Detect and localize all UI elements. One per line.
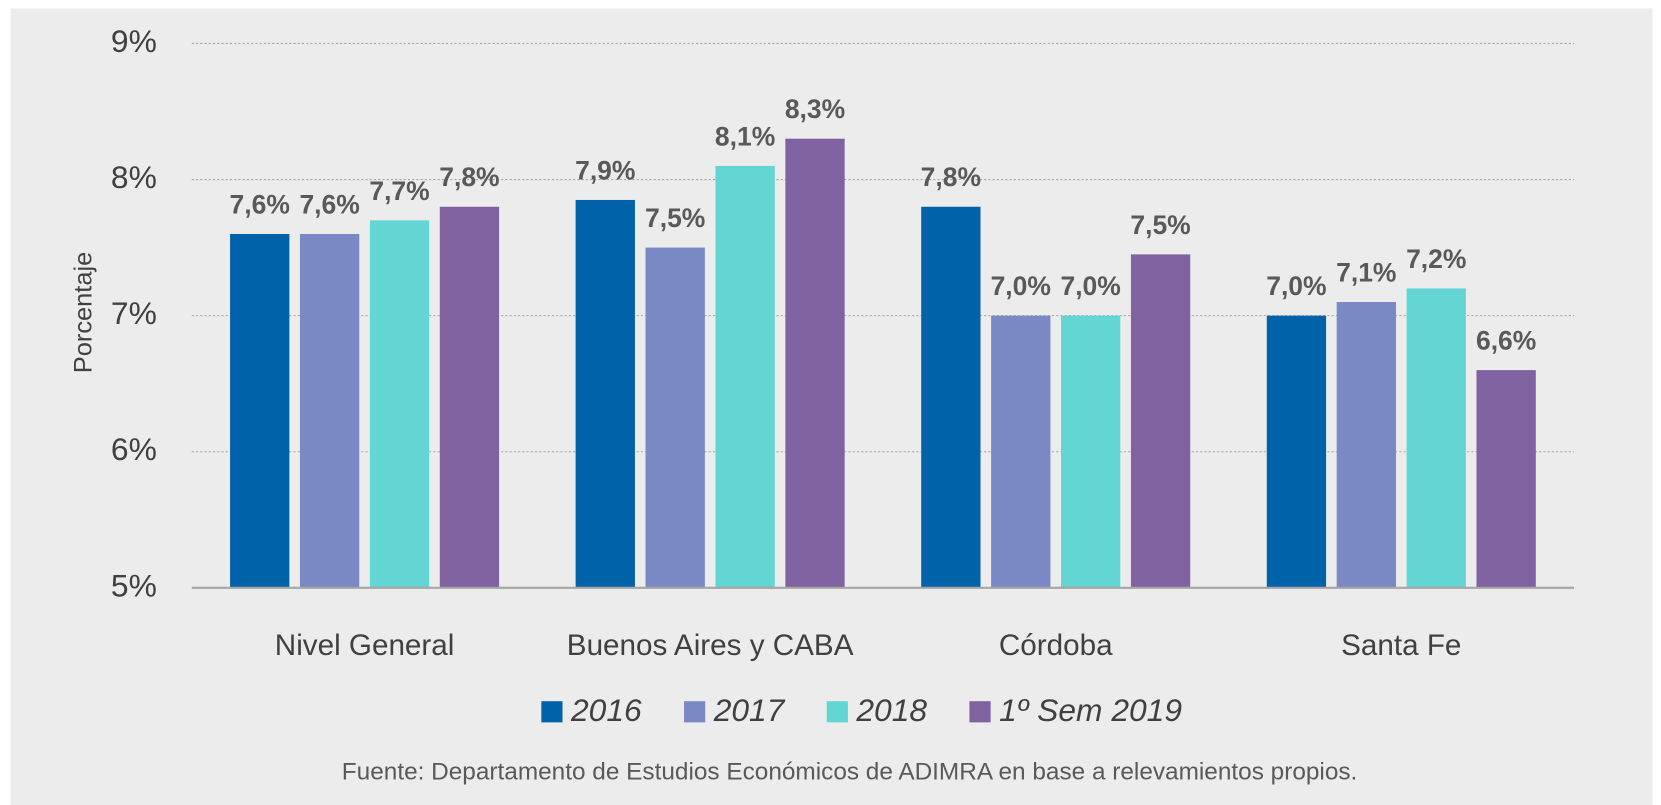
value-label: 7,5% <box>1130 210 1190 240</box>
bar <box>1130 254 1191 588</box>
bar <box>230 233 290 588</box>
source-note: Fuente: Departamento de Estudios Económi… <box>342 759 1358 786</box>
legend-swatch <box>684 701 706 723</box>
bar <box>921 206 981 588</box>
value-label: 7,7% <box>369 176 429 206</box>
value-label: 7,1% <box>1336 257 1396 287</box>
value-label: 7,2% <box>1406 244 1466 274</box>
legend-label: 1º Sem 2019 <box>999 692 1182 728</box>
bar <box>1061 315 1121 588</box>
y-tick-label: 6% <box>111 431 157 467</box>
value-label: 7,6% <box>230 189 290 219</box>
legend-label: 2018 <box>855 692 927 728</box>
value-label: 7,0% <box>1060 271 1120 301</box>
bar <box>991 315 1051 588</box>
bar <box>1336 302 1396 588</box>
bar <box>645 247 705 588</box>
value-label: 8,3% <box>785 94 845 124</box>
value-label: 7,0% <box>1266 271 1326 301</box>
value-label: 8,1% <box>715 121 775 151</box>
bar <box>1476 370 1536 588</box>
x-tick-label: Nivel General <box>275 629 455 662</box>
x-tick-label: Buenos Aires y CABA <box>567 629 854 662</box>
bar <box>439 206 500 588</box>
bar <box>785 138 845 588</box>
legend-label: 2016 <box>570 692 642 728</box>
y-tick-label: 8% <box>111 159 157 195</box>
bar <box>369 220 430 588</box>
value-label: 6,6% <box>1476 326 1536 356</box>
legend-swatch <box>826 701 848 723</box>
value-label: 7,8% <box>921 162 981 192</box>
x-tick-label: Santa Fe <box>1341 629 1461 662</box>
bar <box>1406 288 1466 588</box>
y-tick-label: 5% <box>111 567 157 603</box>
value-label: 7,8% <box>439 162 499 192</box>
legend-label: 2017 <box>713 692 786 728</box>
y-axis-label: Porcentaje <box>70 252 98 373</box>
value-label: 7,6% <box>299 189 359 219</box>
x-tick-label: Córdoba <box>999 629 1113 662</box>
value-label: 7,9% <box>575 155 635 185</box>
value-label: 7,5% <box>645 203 705 233</box>
y-tick-label: 7% <box>111 295 157 331</box>
legend-swatch <box>541 701 563 723</box>
y-tick-label: 9% <box>111 23 157 59</box>
bar <box>299 233 360 588</box>
legend-swatch <box>969 701 991 723</box>
value-label: 7,0% <box>991 271 1051 301</box>
bar <box>715 165 775 588</box>
bar <box>1266 315 1327 588</box>
bar <box>575 199 635 588</box>
